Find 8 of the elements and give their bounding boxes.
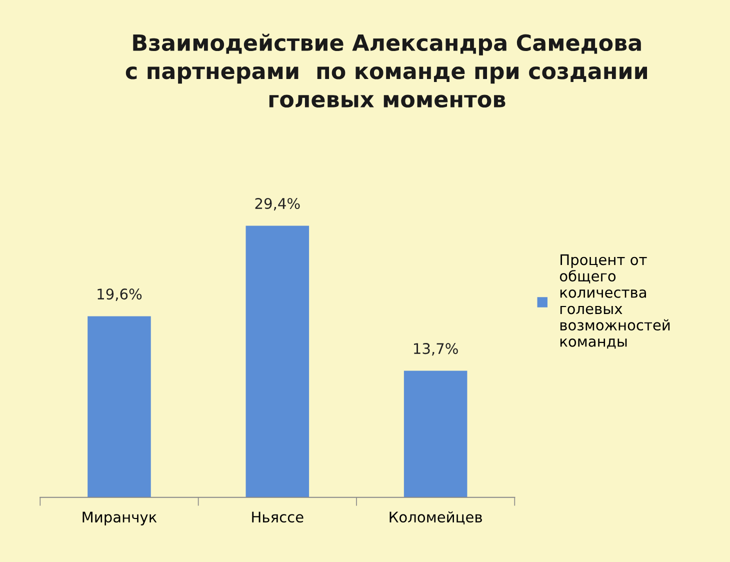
chart-title: Взаимодействие Александра Самедова с партнерами по команде при создании голевых моментов: [126, 34, 647, 108]
x-tick-label: Ньяссе: [252, 512, 304, 523]
x-tick-label: Коломейцев: [390, 511, 482, 524]
data-label: 29,4%: [255, 198, 300, 211]
data-label: 13,7%: [414, 343, 458, 356]
data-label: 19,6%: [98, 288, 142, 302]
x-tick-label: Миранчук: [82, 512, 157, 526]
legend-label: Процент от общего количества голевых возможностей команды: [560, 254, 670, 349]
